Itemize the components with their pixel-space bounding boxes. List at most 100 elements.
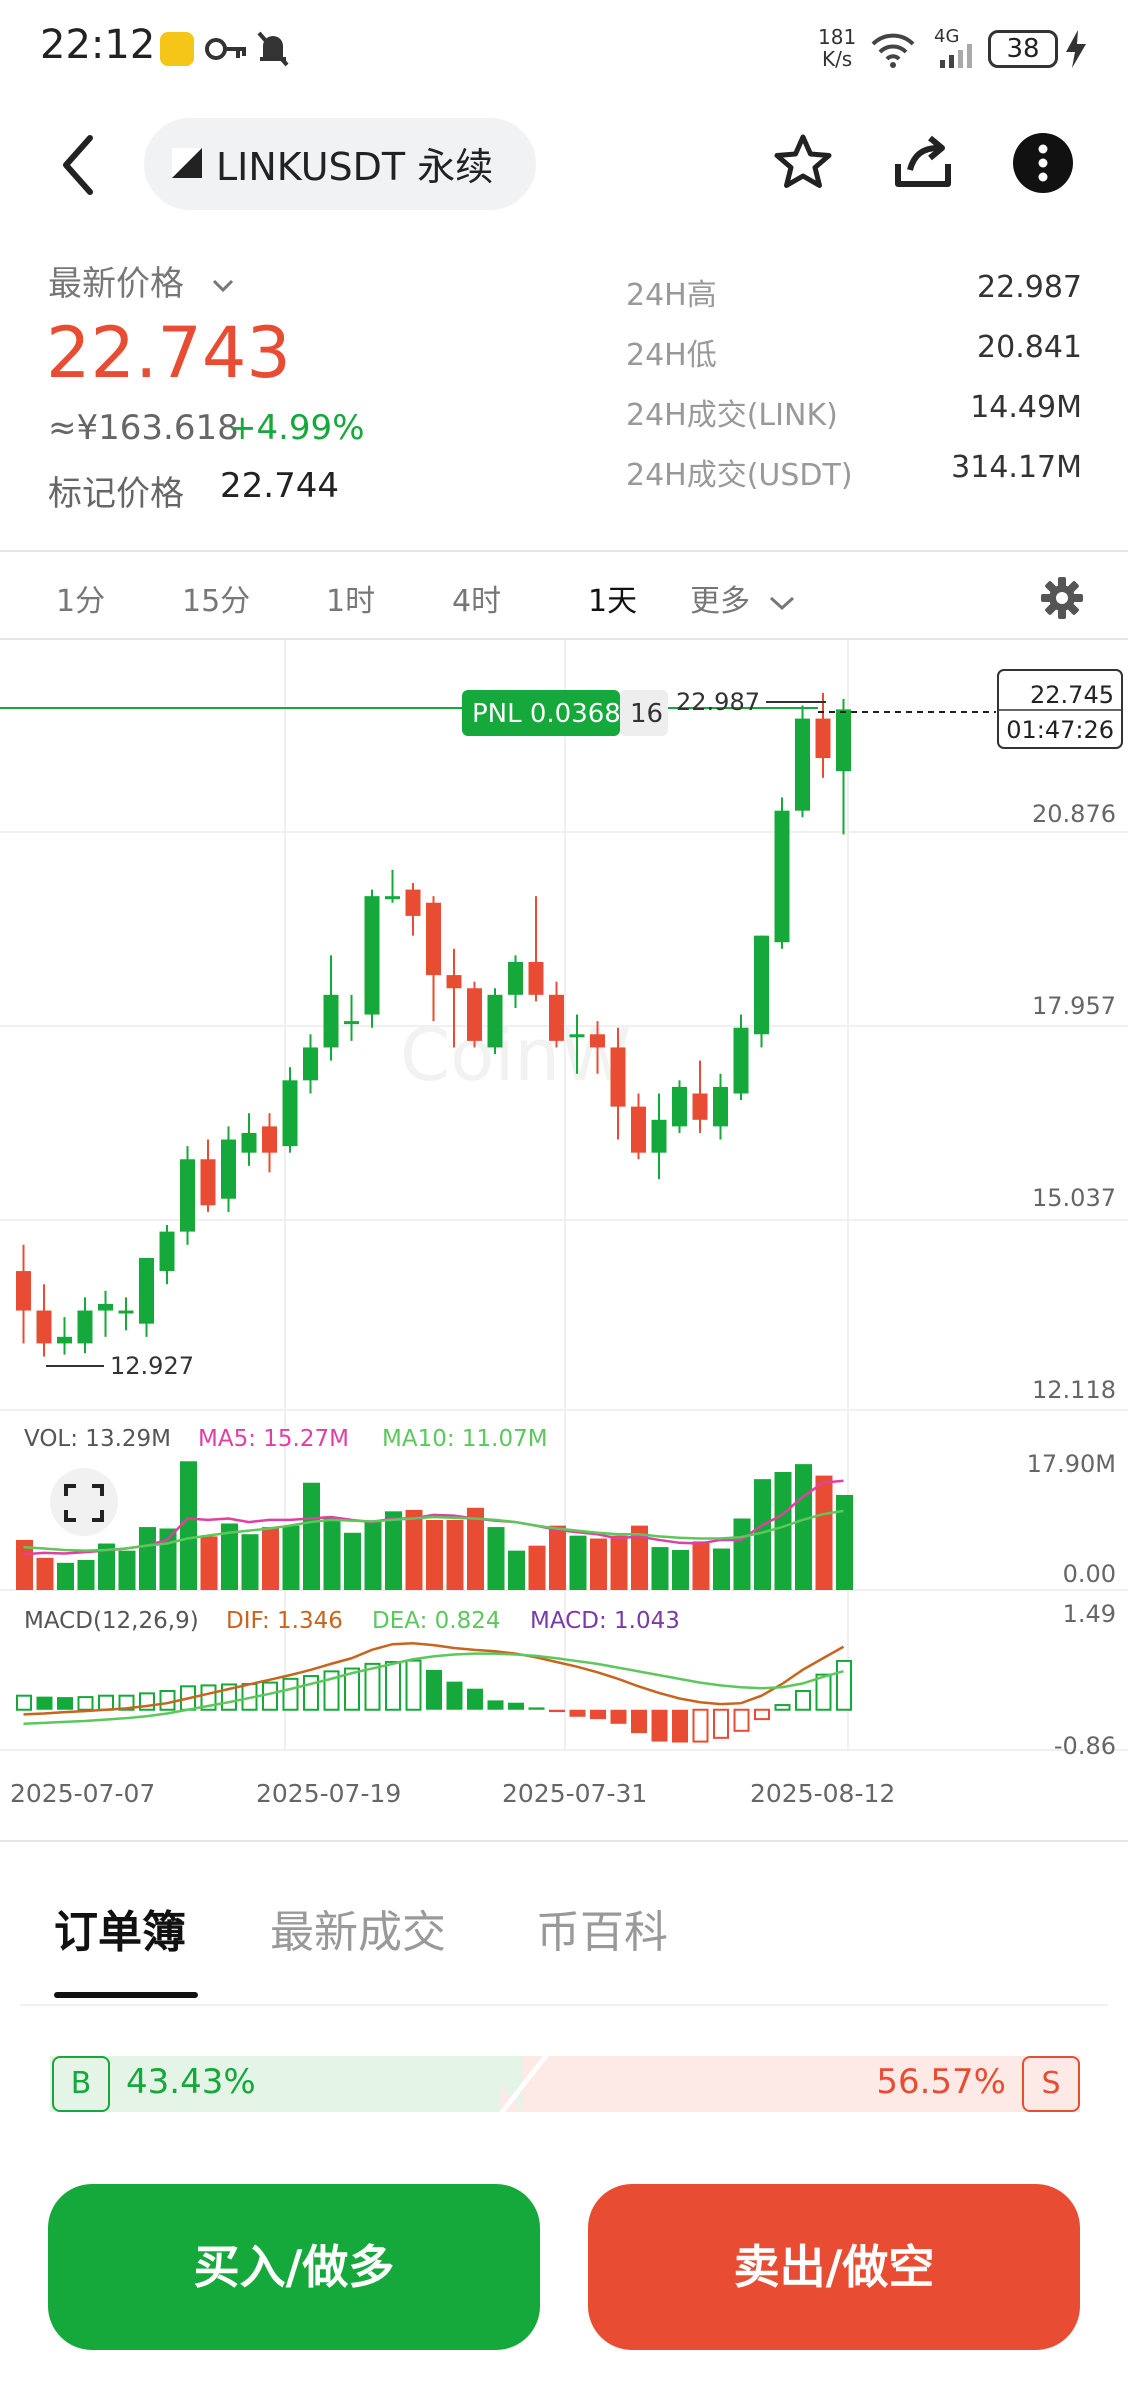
network-type: 4G bbox=[934, 26, 960, 47]
macd-bar bbox=[426, 1669, 442, 1710]
stat-value-24h-low: 20.841 bbox=[977, 330, 1082, 365]
macd-bar bbox=[282, 1677, 299, 1711]
volume-bar bbox=[549, 1525, 566, 1590]
timeframe-1d[interactable]: 1天 bbox=[588, 584, 638, 619]
sell-badge: S bbox=[1022, 2056, 1080, 2112]
volume-bar bbox=[651, 1547, 669, 1590]
volume-bar bbox=[672, 1549, 689, 1590]
candle-body bbox=[77, 1310, 93, 1344]
price-axis-label: 17.957 bbox=[1032, 992, 1116, 1020]
wifi-icon bbox=[871, 33, 915, 68]
volume-bar bbox=[754, 1479, 771, 1590]
timeframe-bar: 1分 15分 1时 4时 1天 更多 bbox=[0, 552, 1128, 640]
price-type-label: 最新价格 bbox=[48, 264, 184, 304]
sell-short-button[interactable]: 卖出/做空 bbox=[588, 2184, 1080, 2350]
macd-bar bbox=[549, 1709, 565, 1713]
stat-label-24h-high: 24H高 bbox=[626, 278, 717, 313]
buy-long-button[interactable]: 买入/做多 bbox=[48, 2184, 540, 2350]
candle-body bbox=[549, 994, 564, 1041]
chevron-down-icon bbox=[769, 596, 794, 610]
kline-chart[interactable]: CoinW 20.876 17.957 15.037 12.118 17.90M 0.0… bbox=[0, 640, 1128, 1838]
timeframe-4h[interactable]: 4时 bbox=[452, 584, 502, 619]
sell-ratio-fill bbox=[500, 2056, 1080, 2112]
volume-bar bbox=[528, 1545, 546, 1590]
stat-value-24h-vol-link: 14.49M bbox=[970, 390, 1082, 425]
fullscreen-icon[interactable] bbox=[50, 1468, 118, 1536]
timeframe-more-label: 更多 bbox=[690, 584, 750, 619]
volume-bar bbox=[200, 1536, 218, 1590]
mark-price-value: 22.744 bbox=[220, 466, 339, 506]
tab-order-book[interactable]: 订单簿 bbox=[54, 1907, 186, 1958]
volume-axis-label: 17.90M bbox=[1027, 1450, 1116, 1478]
candle-body bbox=[159, 1231, 175, 1272]
candle-body bbox=[692, 1093, 708, 1120]
macd-bar bbox=[487, 1700, 504, 1710]
macd-bar bbox=[508, 1702, 524, 1710]
star-icon[interactable] bbox=[770, 130, 836, 196]
volume-bar bbox=[282, 1525, 300, 1590]
gear-icon[interactable] bbox=[1040, 576, 1084, 620]
timeframe-1m[interactable]: 1分 bbox=[56, 584, 106, 619]
charging-icon bbox=[1066, 30, 1086, 68]
timeframe-more[interactable]: 更多 bbox=[690, 576, 796, 620]
tab-coin-info[interactable]: 币百科 bbox=[536, 1907, 668, 1958]
volume-axis-label: 0.00 bbox=[1063, 1560, 1116, 1588]
candle-body bbox=[795, 718, 810, 811]
buy-ratio-fill bbox=[50, 2056, 500, 2112]
ma10-legend: MA10: 11.07M bbox=[382, 1426, 548, 1452]
pnl-tag bbox=[462, 690, 620, 736]
volume-bar bbox=[221, 1523, 238, 1590]
volume-bar bbox=[426, 1519, 443, 1590]
candle-body bbox=[631, 1106, 646, 1153]
pnl-qty: 16 bbox=[630, 699, 663, 729]
candle-body bbox=[426, 902, 441, 976]
candle-body bbox=[836, 709, 851, 772]
price-change: +4.99% bbox=[228, 408, 365, 448]
macd-bar bbox=[159, 1690, 176, 1711]
more-icon[interactable] bbox=[1010, 130, 1076, 196]
volume-bar bbox=[795, 1464, 812, 1590]
net-speed: 181 K/s bbox=[818, 26, 856, 70]
back-arrow-icon[interactable] bbox=[52, 130, 112, 200]
battery-indicator: 38 bbox=[988, 30, 1058, 68]
tab-divider bbox=[20, 2004, 1108, 2006]
candle-body bbox=[467, 988, 482, 1041]
volume-bar bbox=[303, 1482, 320, 1590]
dif-line bbox=[23, 1642, 845, 1716]
vol-legend: VOL: 13.29M bbox=[24, 1426, 171, 1452]
bell-muted-icon bbox=[257, 31, 289, 67]
macd-bar bbox=[57, 1697, 73, 1710]
symbol-selector[interactable]: LINKUSDT 永续 bbox=[144, 118, 536, 210]
x-axis-label: 2025-07-19 bbox=[256, 1779, 401, 1808]
ma5-legend: MA5: 15.27M bbox=[198, 1426, 349, 1452]
macd-bar bbox=[262, 1681, 278, 1711]
timeframe-1h[interactable]: 1时 bbox=[326, 584, 376, 619]
candle-body bbox=[36, 1310, 52, 1344]
candle-body bbox=[385, 896, 400, 900]
candles-layer bbox=[16, 692, 851, 1357]
candle-body bbox=[98, 1303, 113, 1311]
buy-sell-ratio-bar: B 43.43% 56.57% S bbox=[50, 2056, 1080, 2112]
macd-bar bbox=[446, 1681, 463, 1710]
macd-bar bbox=[774, 1704, 791, 1711]
sell-percentage: 56.57% bbox=[876, 2062, 1006, 2102]
tab-latest-trades[interactable]: 最新成交 bbox=[270, 1907, 446, 1958]
candle-body bbox=[405, 889, 421, 916]
stat-label-24h-vol-usdt: 24H成交(USDT) bbox=[626, 458, 853, 493]
price-type-selector[interactable]: 最新价格 bbox=[48, 256, 235, 305]
kline-chart-panel: 1分 15分 1时 4时 1天 更多 CoinW 20.876 bbox=[0, 550, 1128, 1842]
macd-bar bbox=[118, 1694, 135, 1711]
candle-body bbox=[303, 1047, 318, 1081]
macd-bar bbox=[385, 1661, 401, 1711]
volume-bar bbox=[118, 1550, 136, 1590]
macd-bar bbox=[528, 1707, 545, 1710]
share-icon[interactable] bbox=[890, 130, 956, 196]
macd-bar bbox=[672, 1709, 688, 1743]
macd-bar bbox=[836, 1659, 852, 1711]
volume-bar bbox=[590, 1538, 607, 1590]
volume-bar bbox=[344, 1532, 361, 1590]
candle-body bbox=[221, 1139, 236, 1199]
timeframe-15m[interactable]: 15分 bbox=[182, 584, 251, 619]
macd-bar bbox=[795, 1690, 811, 1711]
x-axis: 2025-07-07 2025-07-19 2025-07-31 2025-08-12 bbox=[10, 1779, 895, 1808]
